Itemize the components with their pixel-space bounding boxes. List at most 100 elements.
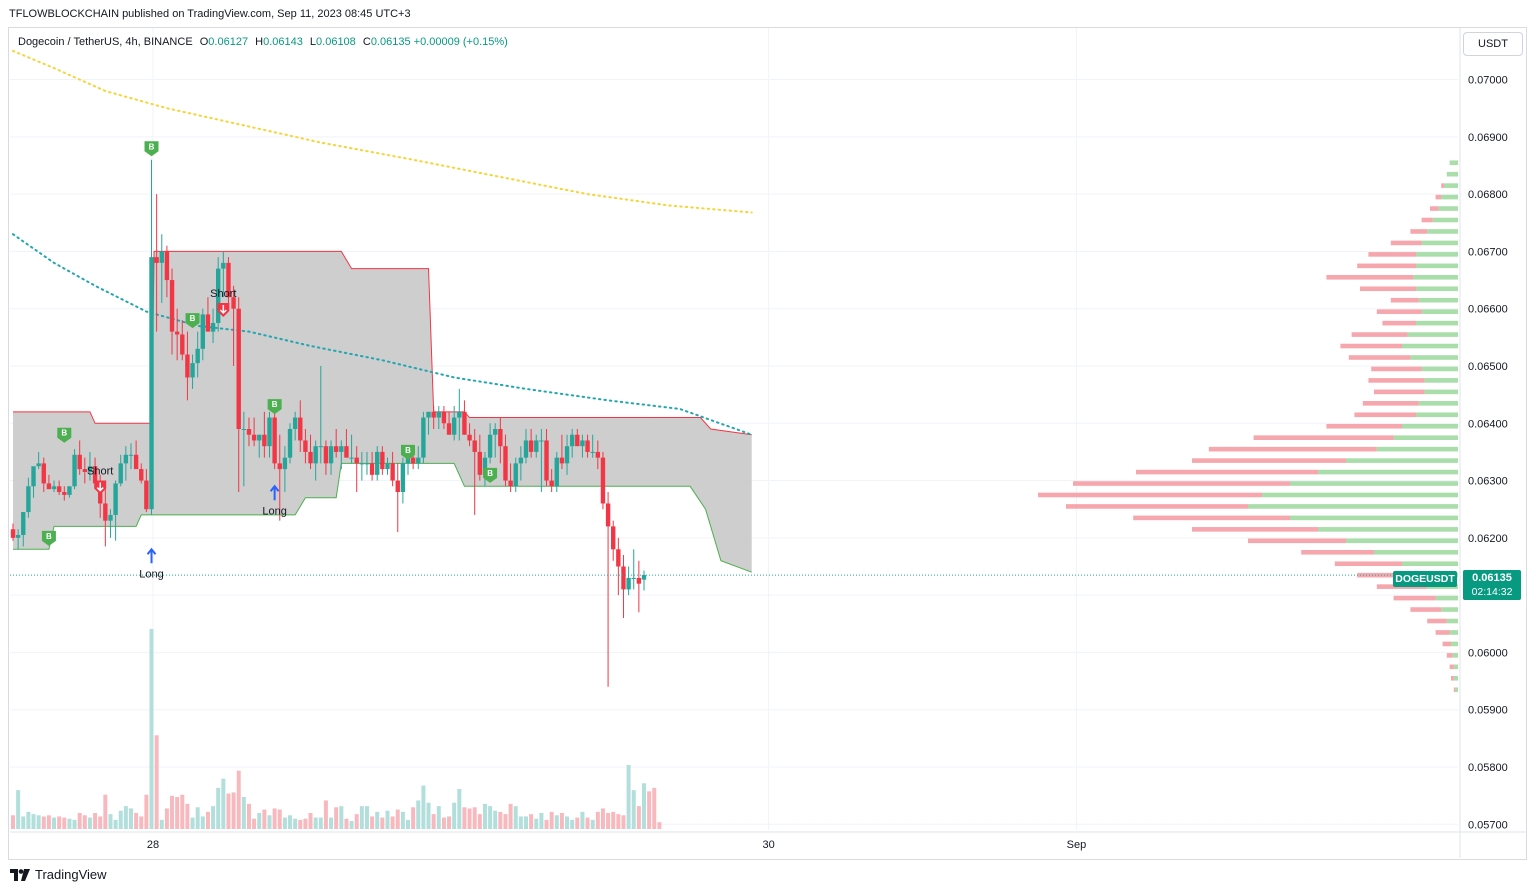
volume-bar (103, 794, 108, 829)
volume-bar (467, 808, 472, 829)
candle-body (328, 446, 334, 464)
volume-bar (93, 813, 98, 829)
volume-bar (380, 817, 385, 829)
profile-bar-up (1416, 286, 1458, 292)
volume-bar (272, 808, 277, 829)
volume-bar (359, 806, 364, 829)
buy-signal-icon (401, 444, 416, 460)
candle-body (174, 331, 180, 335)
profile-bar-up (1453, 675, 1458, 681)
volume-bar (128, 808, 133, 829)
profile-bar-up (1418, 297, 1458, 303)
candle-body (400, 463, 406, 493)
buy-signal-icon (185, 313, 200, 329)
volume-bar (626, 765, 631, 829)
volume-bar (334, 807, 339, 829)
candle-body (128, 454, 134, 456)
candle-body (159, 251, 164, 263)
volume-bar (154, 735, 159, 829)
change-value: +0.00009 (+0.15%) (413, 36, 508, 48)
tradingview-logo[interactable]: TradingView (10, 867, 107, 882)
chart-frame (8, 27, 1527, 860)
volume-bar (21, 816, 26, 829)
profile-bar-down (1410, 607, 1442, 612)
profile-bar-down (1442, 641, 1451, 647)
profile-bar-down (1066, 504, 1248, 509)
high-value: 0.06143 (263, 36, 303, 48)
profile-bar-up (1451, 641, 1458, 647)
candle-body (344, 446, 349, 458)
y-tick-label: 0.06000 (1468, 647, 1508, 659)
volume-bars (11, 629, 662, 829)
volume-bar (400, 811, 405, 829)
volume-bar (36, 815, 41, 829)
volume-bar (318, 817, 323, 829)
volume-bar (98, 816, 103, 829)
candle-body (123, 454, 129, 464)
volume-bar (344, 818, 349, 829)
profile-bar-down (1368, 252, 1416, 257)
candle-body (364, 463, 370, 465)
candle-body (56, 486, 62, 493)
volume-bar (370, 816, 375, 829)
profile-bar-up (1262, 492, 1458, 498)
candle-body (149, 257, 154, 510)
profile-bar-down (1390, 240, 1422, 246)
candle-body (636, 577, 642, 584)
volume-bar (257, 813, 262, 829)
candle-body (513, 463, 518, 487)
profile-bar-up (1402, 561, 1458, 567)
candle-body (210, 323, 216, 332)
candle-body (523, 440, 529, 458)
profile-bar-up (1413, 274, 1458, 280)
candle-body (621, 566, 626, 590)
candle-body (359, 463, 365, 465)
volume-bar (211, 806, 216, 829)
signals: B B Short B Long B Short B Long B B (41, 141, 498, 580)
volume-bar (549, 811, 554, 829)
candle-body (436, 411, 441, 418)
candle-body (395, 480, 400, 493)
volume-bar (513, 806, 518, 829)
candle-body (272, 417, 277, 464)
volume-bar (462, 807, 467, 829)
volume-bar (544, 819, 549, 829)
candle-body (431, 411, 436, 418)
volume-bar (149, 629, 154, 829)
profile-bar-up (1449, 160, 1458, 166)
volume-bar (518, 816, 523, 829)
candle-body (333, 446, 339, 452)
profile-bar-down (1073, 481, 1290, 486)
candle-body (631, 577, 636, 579)
symbol-legend[interactable]: Dogecoin / TetherUS, 4h, BINANCE O0.0612… (18, 36, 508, 48)
candle-body (369, 463, 375, 475)
candle-body (375, 451, 380, 475)
candle-body (251, 434, 257, 441)
last-price-ticker: DOGEUSDT (1393, 571, 1457, 587)
profile-bar-down (1390, 297, 1419, 303)
candle-body (103, 503, 108, 521)
volume-bar (323, 800, 328, 829)
profile-bar-up (1421, 366, 1458, 372)
candle-body (292, 417, 298, 429)
candle-body (41, 463, 46, 484)
candle-body (549, 480, 554, 487)
profile-bar-up (1435, 595, 1458, 601)
volume-bar (385, 810, 390, 829)
volume-bar (416, 800, 421, 829)
currency-button[interactable]: USDT (1463, 32, 1523, 56)
candle-body (10, 529, 16, 538)
volume-bar (457, 789, 462, 829)
y-tick-label: 0.06400 (1468, 418, 1508, 430)
low-label: L (309, 36, 317, 48)
candle-body (26, 486, 31, 513)
profile-bar-down (1348, 355, 1411, 360)
candle-body (477, 451, 483, 475)
candle-body (287, 429, 293, 458)
profile-bar-up (1393, 435, 1458, 440)
volume-bar (436, 806, 441, 829)
tradingview-logo-icon (10, 868, 30, 881)
volume-bar (524, 816, 528, 829)
volume-bar (611, 811, 616, 829)
